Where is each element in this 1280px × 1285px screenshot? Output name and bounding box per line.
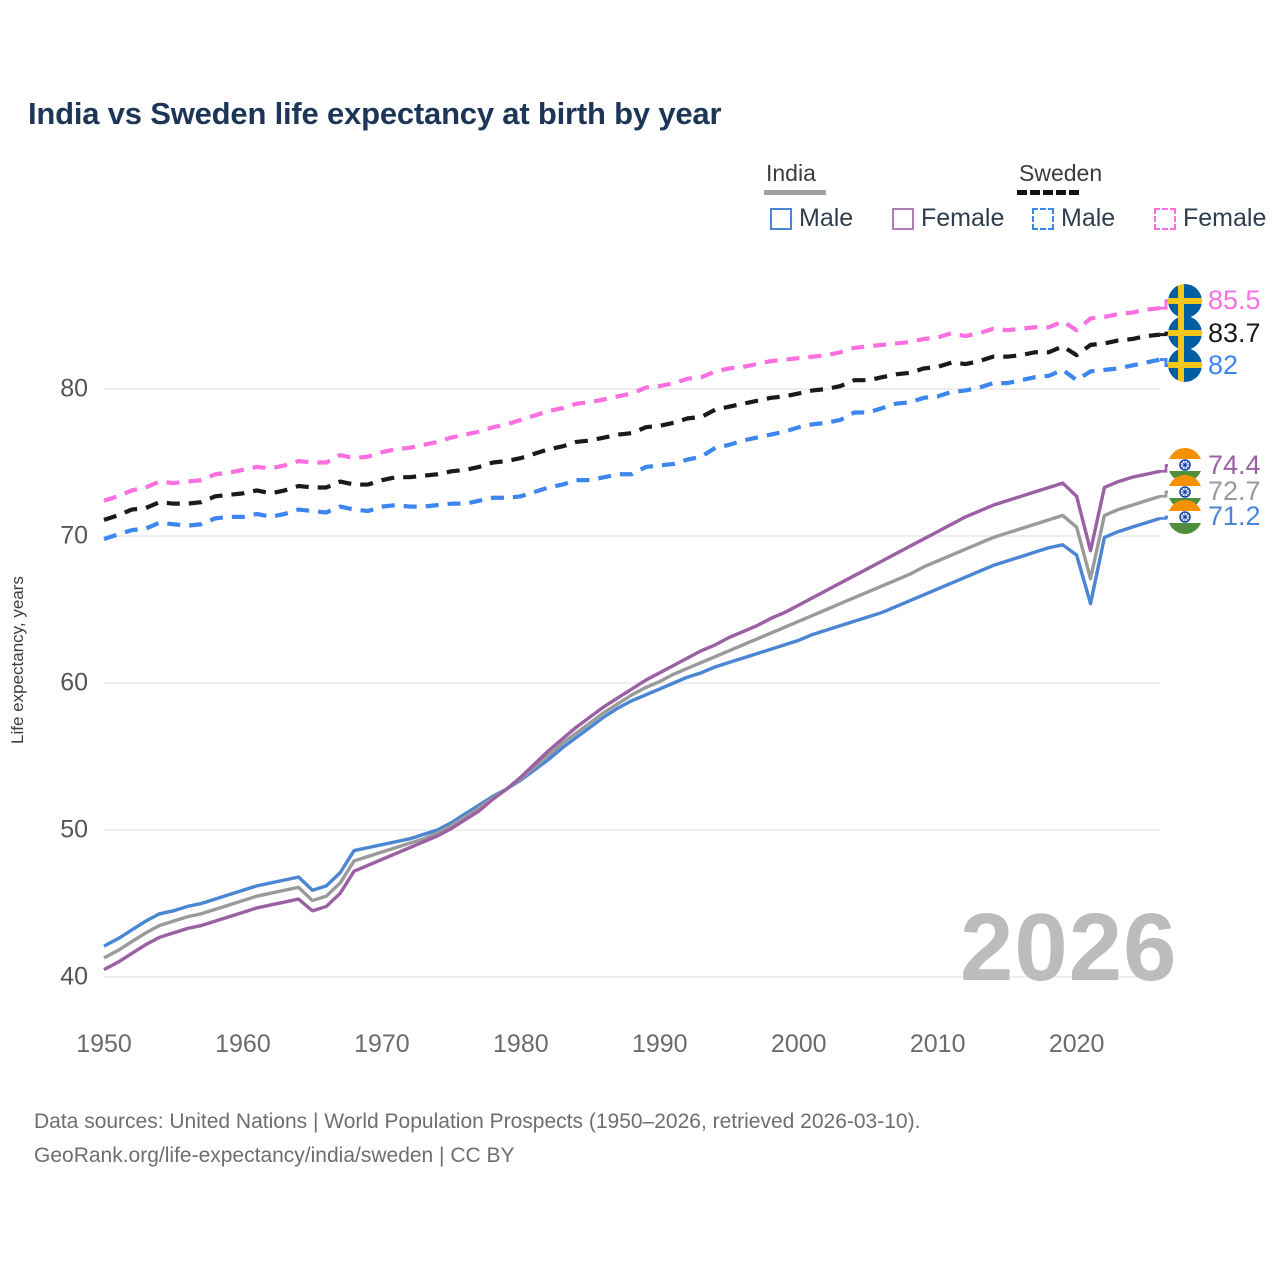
- legend-group-india: India: [766, 160, 816, 186]
- legend-swatch-sweden-male-icon: [1032, 207, 1054, 230]
- chart-title: India vs Sweden life expectancy at birth…: [28, 96, 722, 131]
- legend-label-india-male: Male: [799, 204, 854, 232]
- y-tick-label-60: 60: [60, 668, 88, 697]
- end-connector-sweden-male: [1160, 358, 1168, 367]
- end-value-sweden-female: 85.5: [1208, 285, 1261, 316]
- end-label-sweden-male: 82: [1168, 348, 1239, 383]
- series-line-sweden-total: [103, 332, 1161, 522]
- y-tick-label-70: 70: [60, 521, 88, 550]
- legend-rule-sweden-dashed: [1017, 190, 1079, 195]
- end-connector-india-male: [1160, 515, 1168, 520]
- x-tick-label-2010: 2010: [909, 1030, 966, 1058]
- sweden-flag-icon: [1168, 316, 1202, 351]
- legend-swatch-india-female-icon: [892, 207, 914, 230]
- end-connector-india-total: [1160, 490, 1168, 498]
- series-line-india-total: [103, 494, 1161, 960]
- end-value-india-total: 72.7: [1208, 476, 1261, 507]
- x-tick-label-2020: 2020: [1048, 1030, 1105, 1058]
- y-axis-title: Life expectancy, years: [8, 576, 27, 744]
- end-connector-sweden-total: [1160, 331, 1168, 337]
- x-tick-label-1980: 1980: [493, 1030, 549, 1058]
- end-label-sweden-total: 83.7: [1168, 316, 1261, 351]
- end-label-india-male: 71.2: [1168, 499, 1261, 534]
- legend-swatch-sweden-female-icon: [1154, 207, 1176, 230]
- sweden-flag-icon: [1168, 283, 1202, 318]
- legend-item-sweden-male[interactable]: Male: [1032, 204, 1115, 233]
- india-flag-icon: [1168, 499, 1202, 534]
- series-line-india-male: [103, 516, 1161, 948]
- legend-swatch-india-male-icon: [770, 207, 792, 230]
- x-tick-label-1950: 1950: [76, 1030, 132, 1058]
- footer-attribution: Data sources: United Nations | World Pop…: [34, 1105, 920, 1173]
- x-tick-label-1970: 1970: [354, 1030, 410, 1058]
- x-tick-label-2000: 2000: [770, 1030, 827, 1058]
- end-value-india-female: 74.4: [1208, 449, 1261, 480]
- footer-line-1: Data sources: United Nations | World Pop…: [34, 1110, 921, 1133]
- x-tick-label-1990: 1990: [631, 1030, 688, 1058]
- y-tick-label-50: 50: [60, 815, 88, 844]
- end-connector-sweden-female: [1160, 299, 1168, 310]
- series-line-sweden-male: [103, 357, 1161, 541]
- series-line-india-female: [103, 469, 1161, 972]
- legend-rule-india-solid: [764, 190, 826, 195]
- end-label-india-total: 72.7: [1168, 474, 1261, 509]
- end-value-sweden-male: 82: [1208, 349, 1239, 380]
- end-value-india-male: 71.2: [1208, 501, 1261, 532]
- end-label-sweden-female: 85.5: [1168, 283, 1261, 318]
- legend-label-india-female: Female: [921, 204, 1005, 232]
- footer-line-2: GeoRank.org/life-expectancy/india/sweden…: [34, 1144, 515, 1168]
- y-tick-label-80: 80: [60, 374, 88, 403]
- x-tick-label-1960: 1960: [215, 1030, 271, 1058]
- legend-label-sweden-female: Female: [1183, 204, 1267, 232]
- sweden-flag-icon: [1168, 348, 1202, 383]
- end-connector-india-female: [1160, 464, 1168, 473]
- legend-item-india-female[interactable]: Female: [892, 204, 1004, 233]
- end-value-sweden-total: 83.7: [1208, 317, 1261, 348]
- chart-legend: India Sweden Male Female Male Female: [760, 160, 1266, 240]
- legend-group-sweden: Sweden: [1019, 160, 1103, 186]
- legend-item-india-male[interactable]: Male: [770, 204, 853, 233]
- y-tick-label-40: 40: [60, 962, 88, 991]
- year-watermark: 2026: [960, 894, 1178, 1001]
- legend-item-sweden-female[interactable]: Female: [1154, 204, 1266, 233]
- series-line-sweden-female: [103, 306, 1161, 503]
- legend-label-sweden-male: Male: [1061, 204, 1116, 232]
